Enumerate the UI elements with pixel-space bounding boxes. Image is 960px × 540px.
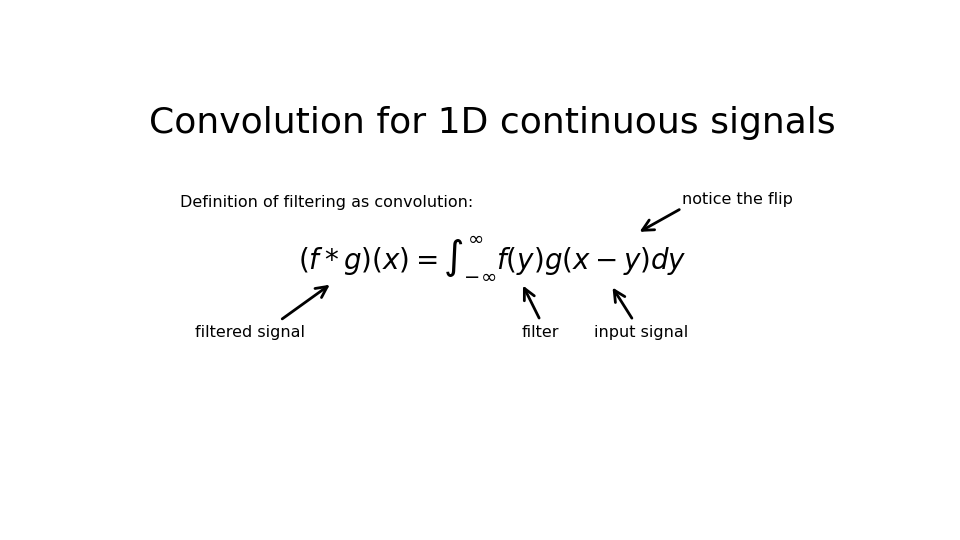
Text: notice the flip: notice the flip (682, 192, 793, 207)
Text: input signal: input signal (593, 326, 688, 341)
Text: filtered signal: filtered signal (195, 326, 305, 341)
Text: Convolution for 1D continuous signals: Convolution for 1D continuous signals (149, 106, 835, 140)
Text: $(f * g)(x) = \int_{-\infty}^{\infty} f(y)g(x - y)dy$: $(f * g)(x) = \int_{-\infty}^{\infty} f(… (298, 234, 686, 282)
Text: Definition of filtering as convolution:: Definition of filtering as convolution: (180, 194, 472, 210)
Text: filter: filter (521, 326, 559, 341)
